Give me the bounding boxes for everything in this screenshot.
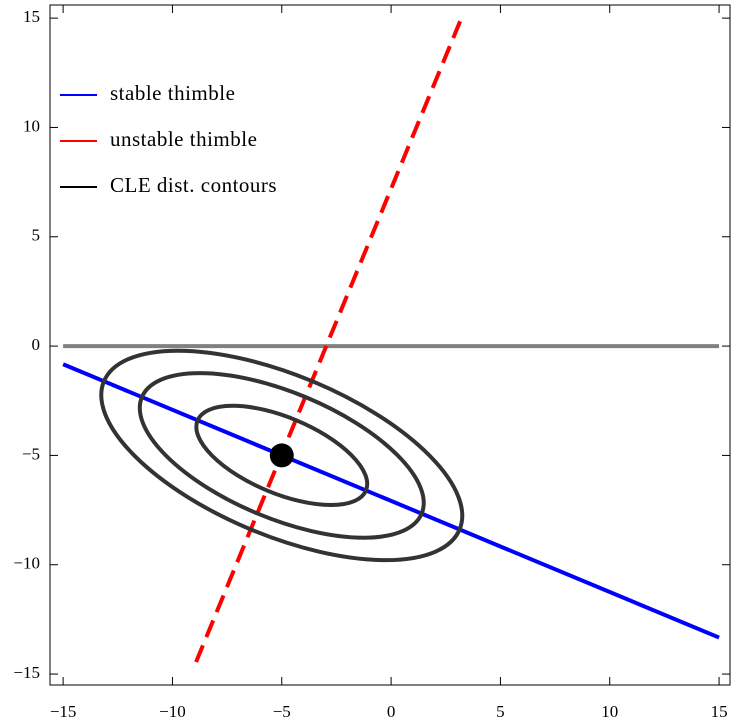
y-tick-label: 5	[32, 226, 41, 245]
contour	[137, 371, 426, 540]
x-tick-label: 5	[496, 702, 505, 721]
y-tick-label: 15	[23, 7, 40, 26]
x-tick-label: 15	[711, 702, 728, 721]
x-tick-label: −10	[159, 702, 186, 721]
thimble-line	[194, 13, 465, 663]
legend-label: unstable thimble	[110, 127, 257, 151]
x-tick-label: −15	[50, 702, 77, 721]
saddle-point	[269, 443, 294, 468]
plot-frame	[49, 4, 731, 686]
y-tick-label: −15	[13, 663, 40, 682]
y-tick-label: −5	[22, 444, 40, 463]
contour	[194, 403, 370, 508]
contour	[99, 348, 465, 563]
y-tick-label: 10	[23, 116, 40, 135]
x-tick-label: −5	[273, 702, 291, 721]
y-tick-label: −10	[13, 554, 40, 573]
x-tick-label: 10	[601, 702, 618, 721]
x-tick-label: 0	[387, 702, 396, 721]
thimble-line	[62, 362, 720, 640]
y-tick-label: 0	[32, 335, 41, 354]
legend-label: CLE dist. contours	[110, 173, 277, 197]
legend-label: stable thimble	[110, 81, 235, 105]
